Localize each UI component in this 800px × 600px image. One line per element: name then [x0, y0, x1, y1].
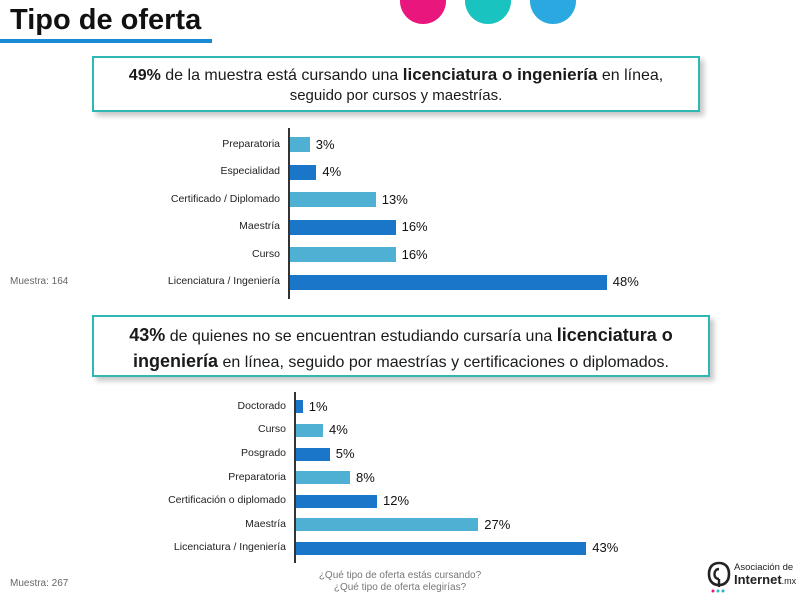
chart-2-category-label: Doctorado — [237, 399, 286, 412]
page-title: Tipo de oferta — [10, 4, 202, 36]
callout-2-text-b: en línea, seguido por maestrías y certif… — [218, 354, 669, 371]
chart-2-bar — [296, 447, 330, 461]
chart-2-axis — [294, 392, 296, 564]
asociacion-logo: Asociación de Internet.mx — [706, 560, 796, 594]
chart-1-category-label: Curso — [251, 247, 280, 260]
chart-2-value-label: 4% — [329, 422, 348, 438]
callout-1-text-a: de la muestra está cursando una — [160, 67, 403, 84]
callout-2-text-a: de quienes no se encuentran estudiando c… — [165, 328, 557, 345]
chart-1-value-label: 13% — [381, 191, 408, 207]
chart-2-bar — [296, 518, 479, 532]
chart-1-axis — [288, 128, 290, 299]
chart-1-value-label: 3% — [315, 136, 335, 152]
logo-text-line2: Internet — [734, 572, 782, 587]
callout-1-bold: licenciatura o ingeniería — [402, 65, 598, 84]
chart-1-bar — [290, 247, 396, 263]
chart-2-bar — [296, 400, 303, 414]
title-underline — [0, 39, 212, 43]
chart-2-bar — [296, 494, 377, 508]
chart-1-bar — [290, 192, 376, 208]
chart-1-value-label: 48% — [612, 274, 639, 290]
callout-2-bold-2: ingeniería — [133, 351, 219, 371]
footer-question-1: ¿Qué tipo de oferta estás cursando? — [318, 570, 482, 581]
chart-1-category-label: Licenciatura / Ingeniería — [167, 275, 280, 288]
chart-1-value-label: 4% — [322, 164, 342, 180]
decor-dot-blue — [530, 0, 576, 24]
chart-1-bar — [290, 274, 607, 290]
callout-box-2: 43% de quienes no se encuentran estudian… — [92, 315, 710, 377]
chart-2-category-label: Posgrado — [241, 447, 286, 459]
chart-2-bar — [296, 423, 323, 437]
chart-2-category-label: Certificación o diplomado — [168, 494, 286, 507]
chart-2-category-label: Licenciatura / Ingeniería — [173, 541, 286, 554]
chart-2-category-label: Preparatoria — [228, 470, 286, 483]
chart-1-value-label: 16% — [401, 246, 428, 262]
chart-2-value-label: 27% — [484, 516, 511, 532]
sample-label-1: Muestra: 164 — [10, 276, 69, 287]
callout-box-1: 49% de la muestra está cursando una lice… — [92, 56, 700, 112]
chart-1-bar — [290, 137, 310, 153]
logo-text-line2b: .mx — [781, 576, 797, 586]
chart-2-value-label: 1% — [308, 398, 328, 414]
chart-1-bar — [290, 219, 396, 235]
chart-1-category-label: Certificado / Diplomado — [170, 192, 280, 205]
footer-questions: ¿Qué tipo de oferta estás cursando? ¿Qué… — [250, 570, 550, 594]
callout-1-text-b: en línea, — [597, 67, 664, 84]
callout-1-line2: seguido por cursos y maestrías. — [289, 87, 503, 104]
footer-question-2: ¿Qué tipo de oferta elegirías? — [333, 582, 467, 593]
chart-2-value-label: 5% — [335, 446, 355, 461]
sample-label-2: Muestra: 267 — [10, 578, 69, 589]
chart-1-category-label: Preparatoria — [222, 137, 280, 150]
logo-mark-icon — [707, 561, 731, 593]
chart-1-value-label: 16% — [401, 219, 428, 235]
chart-2-category-label: Curso — [257, 423, 286, 436]
callout-2-pct: 43% — [129, 325, 166, 345]
chart-1-bar — [290, 164, 317, 180]
decor-dot-pink — [400, 0, 446, 24]
chart-2-value-label: 43% — [592, 540, 619, 556]
callout-1-pct: 49% — [128, 67, 161, 84]
logo-text-line1: Asociación de — [734, 562, 794, 573]
chart-1-category-label: Especialidad — [220, 165, 280, 178]
chart-2-value-label: 8% — [356, 469, 375, 485]
chart-2-value-label: 12% — [383, 493, 410, 509]
chart-1-category-label: Maestría — [239, 220, 280, 233]
callout-2-bold-1: licenciatura o — [556, 325, 673, 345]
chart-2-bar — [296, 471, 350, 485]
chart-2-bar — [296, 541, 587, 555]
chart-2-category-label: Maestría — [245, 517, 286, 530]
decor-dot-teal — [465, 0, 511, 24]
